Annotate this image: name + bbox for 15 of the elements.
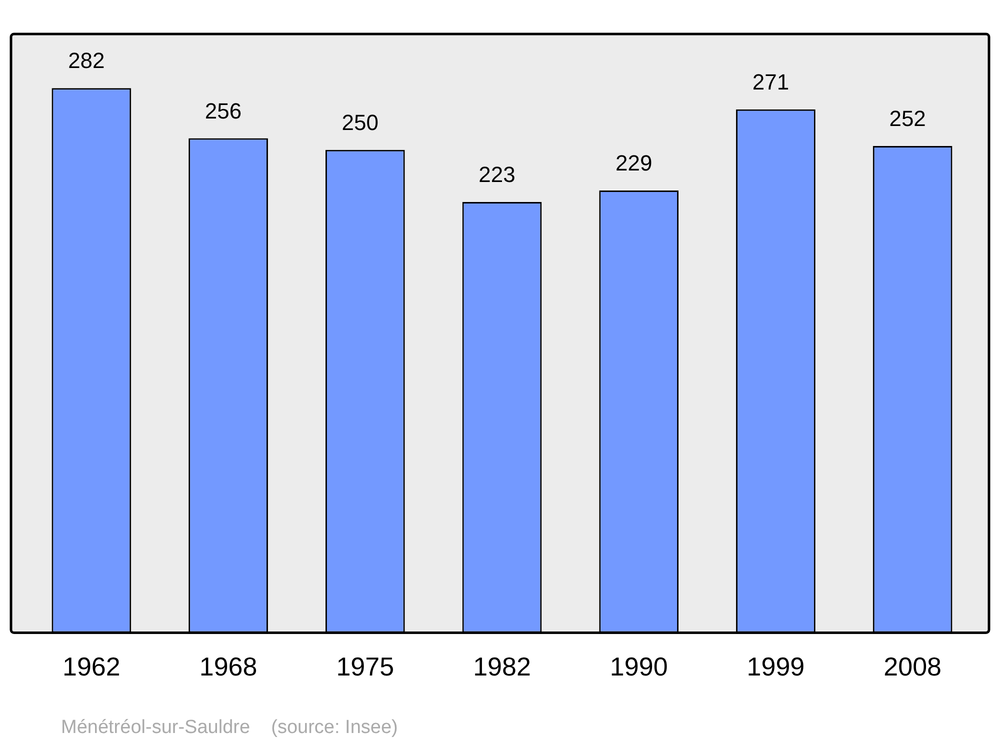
data-label: 223 xyxy=(478,162,516,188)
data-label: 271 xyxy=(752,69,790,94)
text: Ménétréol-sur-Sauldre (source: Insee) xyxy=(61,717,398,739)
x-tick-label: 2008 xyxy=(884,652,942,682)
data-label: 252 xyxy=(889,106,926,132)
x-tick-label: 1962 xyxy=(62,652,120,682)
x-tick-label: 1999 xyxy=(746,652,805,682)
data-label: 250 xyxy=(342,110,378,135)
x-tick-label: 1968 xyxy=(199,652,258,682)
x-tick-label: 1982 xyxy=(473,652,531,682)
x-tick-label: 1990 xyxy=(610,652,668,682)
data-label: 282 xyxy=(68,48,105,74)
data-label: 229 xyxy=(616,150,652,176)
data-label: 256 xyxy=(204,98,242,124)
x-tick-label: 1975 xyxy=(336,652,394,682)
